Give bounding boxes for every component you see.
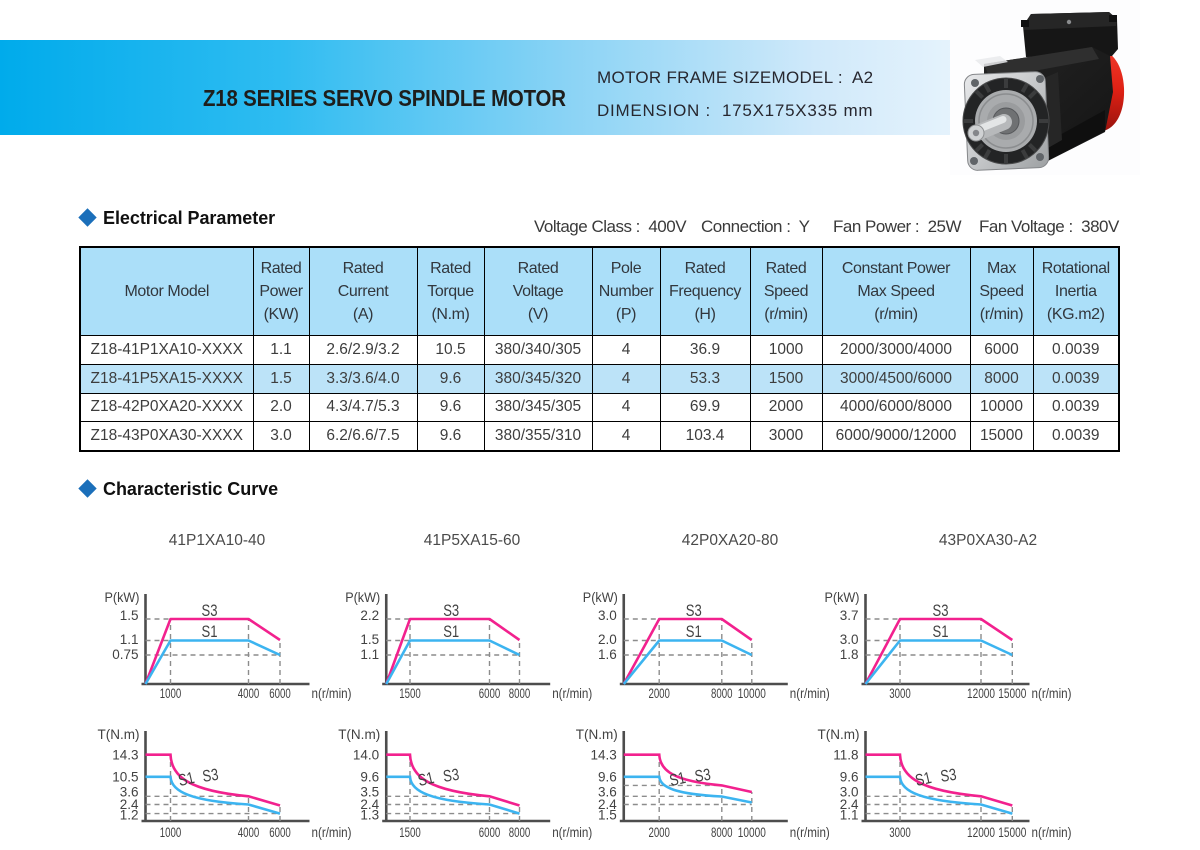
svg-text:S1: S1 (914, 769, 934, 790)
svg-text:P(kW): P(kW) (105, 590, 140, 605)
svg-text:P(kW): P(kW) (583, 590, 618, 605)
svg-text:15000: 15000 (998, 686, 1026, 701)
svg-text:2000: 2000 (648, 686, 670, 701)
svg-text:12000: 12000 (967, 686, 995, 701)
svg-text:3.0: 3.0 (840, 632, 859, 647)
svg-text:3.0: 3.0 (598, 608, 617, 623)
svg-text:T(N.m): T(N.m) (338, 727, 380, 742)
svg-text:S1: S1 (443, 623, 459, 641)
svg-text:2.4: 2.4 (598, 797, 617, 812)
svg-text:41P1XA10-40: 41P1XA10-40 (169, 532, 266, 549)
svg-text:1.8: 1.8 (840, 647, 859, 662)
svg-text:n(r/min): n(r/min) (312, 825, 352, 840)
svg-text:6000: 6000 (479, 686, 501, 701)
svg-text:n(r/min): n(r/min) (1032, 686, 1072, 701)
svg-text:S3: S3 (202, 602, 218, 620)
svg-text:4000: 4000 (238, 825, 260, 840)
svg-text:4000: 4000 (238, 686, 260, 701)
svg-text:T(N.m): T(N.m) (818, 727, 860, 742)
svg-text:n(r/min): n(r/min) (790, 686, 830, 701)
svg-text:8000: 8000 (711, 825, 733, 840)
svg-text:n(r/min): n(r/min) (1032, 825, 1072, 840)
svg-text:1000: 1000 (160, 686, 182, 701)
svg-text:P(kW): P(kW) (825, 590, 860, 605)
svg-text:8000: 8000 (509, 686, 531, 701)
svg-text:P(kW): P(kW) (345, 590, 380, 605)
svg-text:11.8: 11.8 (833, 747, 858, 762)
svg-text:3000: 3000 (889, 825, 911, 840)
svg-text:T(N.m): T(N.m) (576, 727, 618, 742)
svg-text:1.1: 1.1 (360, 647, 379, 662)
svg-text:1500: 1500 (399, 686, 421, 701)
svg-text:42P0XA20-80: 42P0XA20-80 (682, 532, 779, 549)
svg-text:8000: 8000 (711, 686, 733, 701)
svg-text:0.75: 0.75 (112, 647, 138, 662)
svg-text:14.3: 14.3 (112, 747, 138, 762)
svg-text:2000: 2000 (648, 825, 670, 840)
svg-text:9.6: 9.6 (598, 770, 617, 785)
svg-text:n(r/min): n(r/min) (312, 686, 352, 701)
svg-text:n(r/min): n(r/min) (552, 825, 592, 840)
svg-text:10.5: 10.5 (112, 770, 138, 785)
svg-text:n(r/min): n(r/min) (790, 825, 830, 840)
svg-text:3.5: 3.5 (360, 785, 379, 800)
svg-text:S1: S1 (686, 623, 702, 641)
svg-text:1.5: 1.5 (360, 632, 379, 647)
svg-text:S3: S3 (442, 766, 460, 786)
svg-text:S1: S1 (933, 623, 949, 641)
svg-text:3.6: 3.6 (120, 785, 139, 800)
svg-text:1.1: 1.1 (840, 807, 859, 822)
svg-text:3.7: 3.7 (840, 608, 859, 623)
svg-text:6000: 6000 (269, 686, 291, 701)
svg-text:S3: S3 (443, 602, 459, 620)
svg-text:3.6: 3.6 (598, 785, 617, 800)
svg-text:14.3: 14.3 (591, 747, 617, 762)
svg-text:3.0: 3.0 (840, 785, 859, 800)
svg-text:12000: 12000 (967, 825, 995, 840)
svg-text:S1: S1 (177, 769, 197, 790)
svg-text:1.6: 1.6 (598, 647, 617, 662)
svg-text:1000: 1000 (160, 825, 182, 840)
svg-text:2.4: 2.4 (120, 797, 139, 812)
svg-text:1.1: 1.1 (120, 632, 139, 647)
svg-text:9.6: 9.6 (360, 770, 379, 785)
svg-text:1.3: 1.3 (360, 807, 379, 822)
svg-text:9.6: 9.6 (840, 770, 859, 785)
svg-text:1.2: 1.2 (120, 807, 139, 822)
svg-text:S1: S1 (202, 623, 218, 641)
svg-text:1.5: 1.5 (598, 807, 617, 822)
svg-text:6000: 6000 (479, 825, 501, 840)
svg-text:S3: S3 (686, 602, 702, 620)
svg-text:41P5XA15-60: 41P5XA15-60 (424, 532, 521, 549)
svg-text:S3: S3 (939, 766, 957, 786)
svg-text:10000: 10000 (738, 825, 766, 840)
svg-text:S1: S1 (668, 769, 688, 790)
svg-text:10000: 10000 (738, 686, 766, 701)
svg-text:2.2: 2.2 (360, 608, 379, 623)
svg-text:3000: 3000 (889, 686, 911, 701)
svg-text:8000: 8000 (509, 825, 531, 840)
svg-text:2.4: 2.4 (840, 797, 859, 812)
svg-text:S1: S1 (416, 769, 436, 790)
svg-text:6000: 6000 (269, 825, 291, 840)
svg-text:S3: S3 (933, 602, 949, 620)
svg-text:14.0: 14.0 (353, 747, 379, 762)
svg-text:1500: 1500 (399, 825, 421, 840)
svg-text:S3: S3 (694, 766, 712, 786)
svg-text:15000: 15000 (998, 825, 1026, 840)
svg-text:2.4: 2.4 (360, 797, 379, 812)
svg-text:1.5: 1.5 (120, 608, 139, 623)
svg-text:2.0: 2.0 (598, 632, 617, 647)
svg-text:n(r/min): n(r/min) (552, 686, 592, 701)
svg-text:T(N.m): T(N.m) (98, 727, 140, 742)
svg-text:S3: S3 (201, 766, 219, 786)
svg-text:43P0XA30-A2: 43P0XA30-A2 (939, 532, 1037, 549)
